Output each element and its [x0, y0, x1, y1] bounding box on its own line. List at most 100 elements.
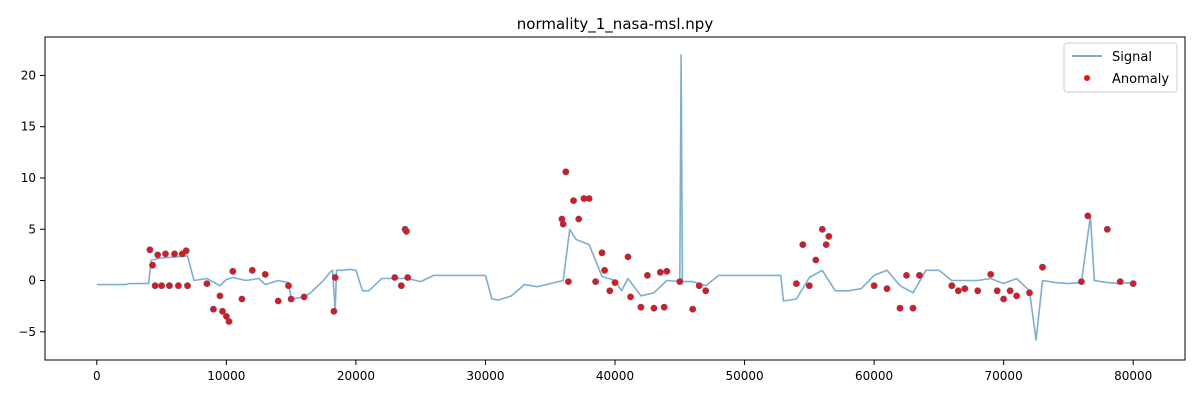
anomaly-point: [611, 279, 619, 287]
chart-title: normality_1_nasa-msl.npy: [517, 15, 714, 34]
x-tick-label: 50000: [725, 369, 763, 383]
anomaly-layer: [146, 168, 1137, 325]
legend: Signal Anomaly: [1063, 42, 1178, 93]
x-axis: 0 10000 20000 30000 40000 50000 60000 70000 8000…: [93, 360, 1152, 383]
y-tick-label: 15: [21, 120, 36, 134]
x-tick-label: 60000: [855, 369, 893, 383]
x-tick-label: 0: [93, 369, 101, 383]
anomaly-point: [1000, 295, 1007, 303]
anomaly-point: [903, 271, 910, 279]
anomaly-point: [146, 246, 154, 254]
anomaly-point: [565, 278, 572, 286]
anomaly-point: [793, 280, 800, 288]
anomaly-point: [805, 282, 813, 290]
plot-area: [96, 54, 1137, 341]
anomaly-point: [601, 266, 608, 274]
anomaly-point: [818, 225, 826, 233]
anomaly-point: [689, 305, 697, 313]
anomaly-point: [676, 278, 684, 286]
anomaly-point: [1026, 289, 1033, 297]
anomaly-point: [585, 195, 593, 202]
signal-series-line: [96, 54, 1134, 341]
legend-anomaly-swatch: [1084, 75, 1090, 81]
anomaly-point: [151, 282, 159, 290]
anomaly-point: [397, 282, 405, 290]
anomaly-point: [598, 249, 606, 257]
anomaly-point: [637, 303, 645, 311]
anomaly-point: [182, 247, 190, 255]
anomaly-point: [225, 318, 233, 325]
anomaly-point: [656, 268, 664, 276]
anomaly-point: [870, 282, 878, 290]
anomaly-point: [663, 267, 671, 275]
anomaly-point: [1039, 263, 1046, 271]
y-tick-label: −5: [18, 325, 36, 339]
anomaly-point: [822, 241, 830, 249]
anomaly-point: [559, 220, 567, 228]
y-tick-label: 0: [28, 274, 36, 288]
anomaly-point: [974, 287, 982, 295]
anomaly-point: [1116, 278, 1124, 286]
anomaly-point: [209, 305, 217, 313]
anomaly-point: [154, 251, 162, 259]
y-axis: −5 0 5 10 15 20: [18, 68, 45, 339]
anomaly-point: [391, 274, 399, 281]
anomaly-point: [954, 287, 962, 295]
anomaly-point: [660, 303, 668, 311]
anomaly-point: [171, 250, 178, 258]
anomaly-point: [1013, 292, 1020, 300]
anomaly-point: [948, 282, 956, 290]
anomaly-point: [961, 285, 969, 293]
anomaly-point: [248, 266, 256, 274]
anomaly-point: [562, 168, 570, 176]
anomaly-point: [1103, 225, 1111, 233]
anomaly-point: [330, 307, 338, 315]
signal-layer: [96, 54, 1134, 341]
anomaly-point: [1084, 212, 1092, 220]
x-tick-label: 40000: [596, 369, 634, 383]
anomaly-point: [174, 282, 182, 290]
anomaly-point: [627, 293, 634, 301]
anomaly-point: [149, 261, 156, 269]
anomaly-point: [812, 256, 820, 264]
anomaly-point: [404, 274, 412, 281]
x-tick-label: 20000: [337, 369, 375, 383]
anomaly-point: [896, 304, 904, 312]
anomaly-point: [162, 250, 169, 258]
axes-frame: [44, 36, 1186, 361]
anomaly-point: [650, 304, 658, 312]
anomaly-point: [575, 215, 583, 223]
anomaly-point: [300, 293, 308, 301]
y-tick-label: 5: [28, 222, 36, 236]
anomaly-point: [1006, 287, 1014, 295]
anomaly-point: [987, 270, 995, 278]
anomaly-point: [702, 287, 710, 295]
x-tick-label: 10000: [207, 369, 245, 383]
anomaly-point: [274, 297, 282, 305]
anomaly-point: [909, 304, 917, 312]
anomaly-point: [165, 282, 173, 290]
anomaly-point: [331, 274, 339, 281]
anomaly-point: [238, 295, 246, 303]
legend-signal-label: Signal: [1112, 50, 1152, 65]
anomaly-point: [216, 292, 224, 300]
anomaly-point: [883, 285, 891, 293]
anomaly-point: [158, 282, 166, 290]
y-tick-label: 10: [21, 171, 36, 185]
anomaly-point: [624, 253, 632, 261]
anomaly-point: [825, 232, 833, 240]
anomaly-point: [261, 270, 269, 278]
anomaly-point: [402, 227, 410, 235]
anomaly-point: [203, 280, 211, 288]
anomaly-point: [285, 282, 292, 290]
x-tick-label: 70000: [985, 369, 1023, 383]
anomaly-point: [695, 282, 703, 290]
anomaly-point: [1078, 278, 1085, 286]
anomaly-point: [219, 307, 226, 315]
x-tick-label: 80000: [1114, 369, 1152, 383]
anomaly-point: [184, 282, 191, 290]
anomaly-point: [799, 241, 807, 249]
anomaly-point: [644, 271, 651, 279]
anomaly-point: [592, 278, 599, 286]
